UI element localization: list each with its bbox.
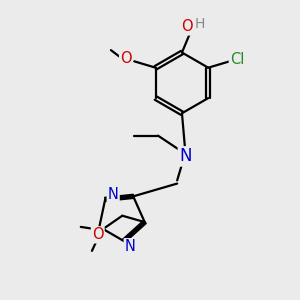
Text: O: O bbox=[120, 51, 132, 66]
Text: O: O bbox=[182, 20, 193, 34]
Text: Cl: Cl bbox=[230, 52, 244, 67]
Text: N: N bbox=[125, 239, 136, 254]
Text: N: N bbox=[108, 187, 118, 202]
Text: N: N bbox=[179, 147, 191, 165]
Text: O: O bbox=[92, 227, 103, 242]
Text: H: H bbox=[194, 17, 205, 31]
